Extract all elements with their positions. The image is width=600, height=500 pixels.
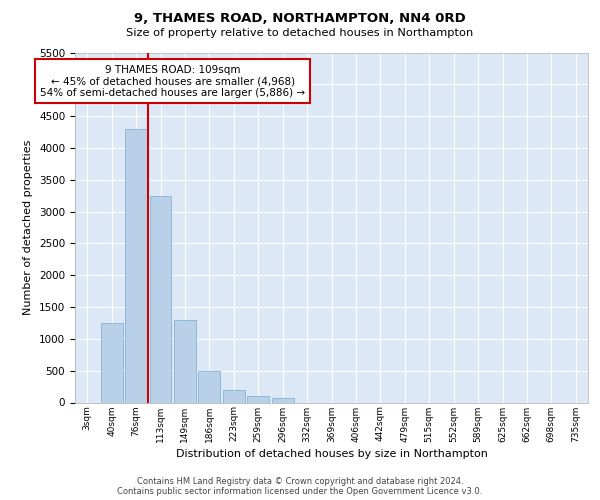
Bar	[223, 390, 245, 402]
Bar	[149, 196, 172, 402]
Bar	[199, 370, 220, 402]
Bar	[125, 129, 147, 402]
Text: Size of property relative to detached houses in Northampton: Size of property relative to detached ho…	[127, 28, 473, 38]
Bar	[247, 396, 269, 402]
Text: Contains HM Land Registry data © Crown copyright and database right 2024.: Contains HM Land Registry data © Crown c…	[137, 477, 463, 486]
Bar	[101, 323, 122, 402]
Text: 9, THAMES ROAD, NORTHAMPTON, NN4 0RD: 9, THAMES ROAD, NORTHAMPTON, NN4 0RD	[134, 12, 466, 26]
Bar	[174, 320, 196, 402]
Text: Contains public sector information licensed under the Open Government Licence v3: Contains public sector information licen…	[118, 487, 482, 496]
Text: 9 THAMES ROAD: 109sqm
← 45% of detached houses are smaller (4,968)
54% of semi-d: 9 THAMES ROAD: 109sqm ← 45% of detached …	[40, 64, 305, 98]
Y-axis label: Number of detached properties: Number of detached properties	[23, 140, 34, 315]
Bar	[272, 398, 293, 402]
X-axis label: Distribution of detached houses by size in Northampton: Distribution of detached houses by size …	[176, 448, 487, 458]
